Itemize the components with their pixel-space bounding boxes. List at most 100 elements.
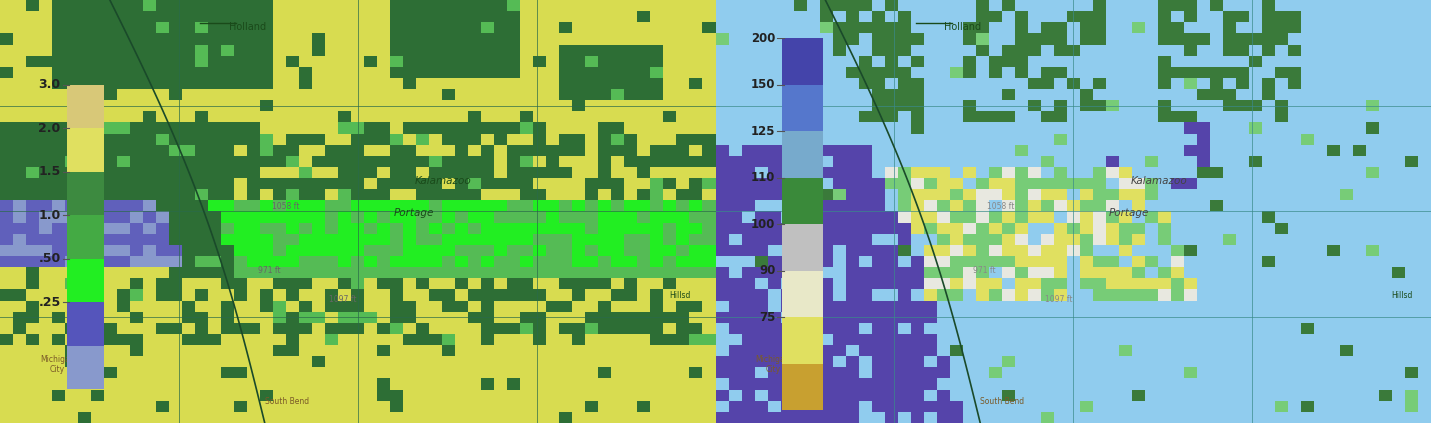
Bar <box>1158 300 1171 312</box>
Bar <box>1196 200 1211 212</box>
Bar <box>1405 311 1418 323</box>
Bar <box>820 256 833 267</box>
Bar <box>728 66 741 78</box>
Bar <box>117 156 130 167</box>
Bar <box>52 0 66 11</box>
Bar <box>442 244 455 256</box>
Bar <box>207 334 222 345</box>
Bar <box>1367 0 1379 11</box>
Bar <box>235 401 248 412</box>
Bar <box>910 0 924 11</box>
Bar <box>1053 55 1068 67</box>
Bar <box>1224 0 1236 11</box>
Bar <box>235 22 248 33</box>
Bar <box>248 289 260 301</box>
Bar <box>1066 289 1080 301</box>
Bar <box>351 200 365 212</box>
Bar <box>338 311 352 323</box>
Bar <box>1196 44 1211 56</box>
Bar <box>156 244 169 256</box>
Bar <box>728 11 741 22</box>
Bar <box>143 345 156 356</box>
Bar <box>754 100 768 111</box>
Bar <box>468 345 482 356</box>
Bar <box>767 256 781 267</box>
Bar <box>117 66 130 78</box>
Bar <box>1418 256 1431 267</box>
Bar <box>754 156 768 167</box>
Bar <box>1040 345 1055 356</box>
Bar <box>1275 55 1288 67</box>
Bar <box>1249 33 1262 44</box>
Bar <box>338 356 352 367</box>
Bar <box>547 122 560 134</box>
Bar <box>989 311 1002 323</box>
Bar <box>1093 0 1106 11</box>
Bar <box>1224 334 1236 345</box>
Bar <box>117 122 130 134</box>
Bar <box>572 412 585 423</box>
Bar <box>1314 222 1327 234</box>
Bar <box>52 133 66 145</box>
Bar <box>1145 189 1158 201</box>
Bar <box>534 211 547 222</box>
Text: 150: 150 <box>751 78 776 91</box>
Bar <box>598 33 611 44</box>
Bar <box>1352 289 1367 301</box>
Bar <box>1106 334 1119 345</box>
Bar <box>572 256 585 267</box>
Bar <box>222 412 235 423</box>
Bar <box>52 100 66 111</box>
Bar <box>1106 300 1119 312</box>
Bar <box>325 78 339 89</box>
Bar <box>611 22 625 33</box>
Bar <box>1275 345 1288 356</box>
Bar <box>833 89 846 100</box>
Bar <box>833 256 846 267</box>
Bar <box>923 367 937 379</box>
Bar <box>780 222 794 234</box>
Bar <box>937 200 950 212</box>
Bar <box>156 267 169 278</box>
Bar <box>1027 200 1040 212</box>
Bar <box>1418 178 1431 189</box>
Bar <box>560 11 572 22</box>
Bar <box>1066 300 1080 312</box>
Bar <box>182 22 196 33</box>
Bar <box>1145 200 1158 212</box>
Bar <box>1314 111 1327 122</box>
Bar <box>781 85 823 131</box>
Bar <box>560 211 572 222</box>
Bar <box>833 334 846 345</box>
Bar <box>1196 189 1211 201</box>
Bar <box>1392 100 1405 111</box>
Bar <box>963 211 976 222</box>
Bar <box>820 55 833 67</box>
Bar <box>442 55 455 67</box>
Bar <box>572 401 585 412</box>
Bar <box>651 55 664 67</box>
Bar <box>820 89 833 100</box>
Bar <box>1352 200 1367 212</box>
Bar <box>1132 133 1145 145</box>
Bar <box>351 345 365 356</box>
Bar <box>1053 178 1068 189</box>
Bar <box>1352 401 1367 412</box>
Bar <box>651 167 664 178</box>
Bar <box>117 356 130 367</box>
Bar <box>378 78 391 89</box>
Bar <box>976 111 989 122</box>
Bar <box>767 401 781 412</box>
Bar <box>1171 55 1183 67</box>
Bar <box>182 244 196 256</box>
Bar <box>767 55 781 67</box>
Bar <box>989 178 1002 189</box>
Bar <box>325 0 339 11</box>
Bar <box>508 78 521 89</box>
Bar <box>560 356 572 367</box>
Bar <box>79 390 92 401</box>
Bar <box>429 100 442 111</box>
Bar <box>130 367 143 379</box>
Bar <box>1301 323 1314 334</box>
Bar <box>794 78 807 89</box>
